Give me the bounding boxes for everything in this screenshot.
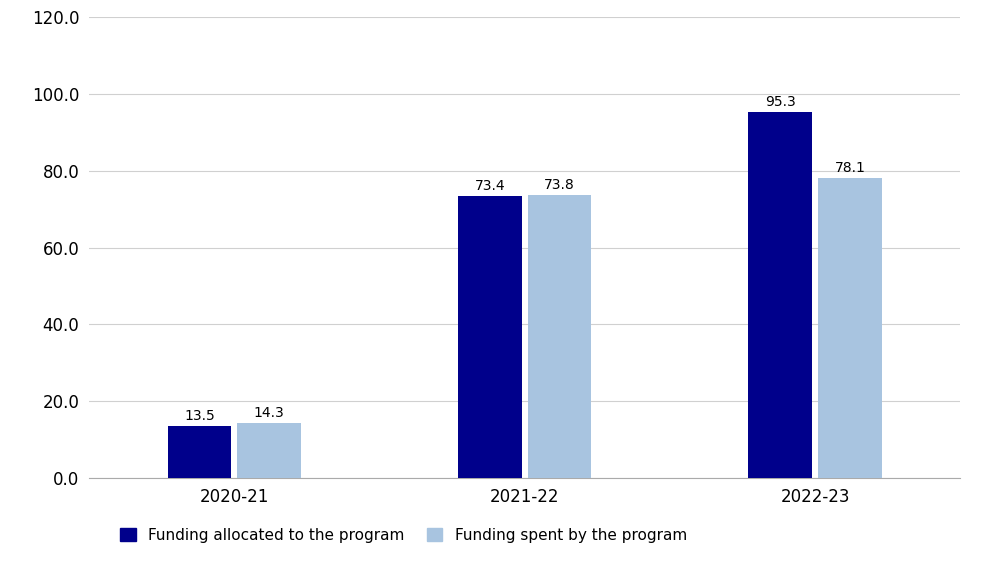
Bar	[167, 426, 232, 478]
Bar	[458, 196, 522, 478]
Bar	[818, 178, 882, 478]
Bar	[748, 112, 812, 478]
Text: 73.4: 73.4	[474, 179, 505, 193]
Legend: Funding allocated to the program, Funding spent by the program: Funding allocated to the program, Fundin…	[114, 521, 693, 549]
Text: 13.5: 13.5	[184, 409, 215, 423]
Bar	[238, 423, 301, 478]
Bar	[528, 195, 591, 478]
Text: 78.1: 78.1	[835, 161, 865, 175]
Text: 14.3: 14.3	[253, 406, 284, 420]
Text: 73.8: 73.8	[544, 177, 575, 192]
Text: 95.3: 95.3	[765, 95, 796, 109]
